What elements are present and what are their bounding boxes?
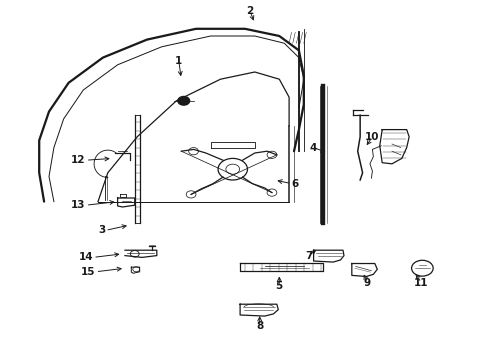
Text: 13: 13 — [71, 200, 86, 210]
Text: 8: 8 — [256, 321, 263, 331]
Text: 3: 3 — [98, 225, 105, 235]
Text: 10: 10 — [365, 132, 380, 142]
Text: 14: 14 — [78, 252, 93, 262]
Text: 6: 6 — [292, 179, 299, 189]
Text: 15: 15 — [81, 267, 96, 277]
Text: 7: 7 — [305, 251, 313, 261]
Text: 9: 9 — [364, 278, 371, 288]
Text: 5: 5 — [276, 281, 283, 291]
Text: 12: 12 — [71, 155, 86, 165]
Circle shape — [178, 96, 190, 105]
Text: 1: 1 — [175, 56, 182, 66]
Text: 11: 11 — [414, 278, 429, 288]
Text: 2: 2 — [246, 6, 253, 16]
Text: 4: 4 — [310, 143, 318, 153]
